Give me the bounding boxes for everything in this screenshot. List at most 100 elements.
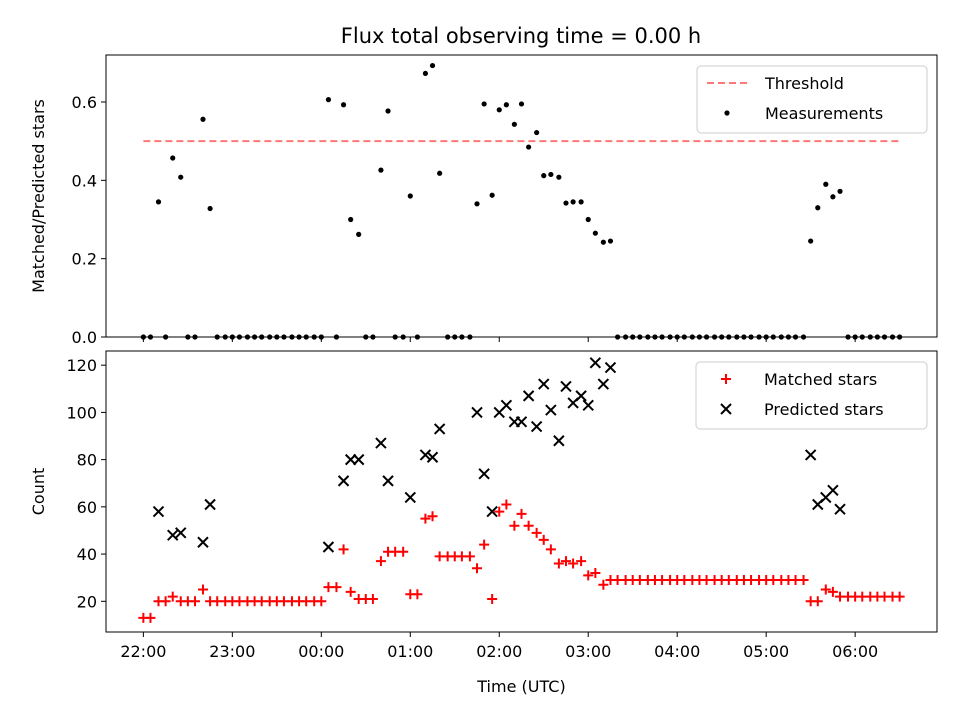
legend-measurement-swatch — [724, 110, 730, 116]
matched-stars-point — [598, 579, 609, 590]
measurement-point — [600, 239, 606, 245]
measurement-point — [356, 231, 362, 237]
matched-stars-point — [798, 575, 809, 586]
predicted-stars-point — [433, 423, 446, 435]
legend-box — [695, 361, 928, 430]
measurement-point — [526, 144, 532, 150]
matched-stars-point — [894, 591, 905, 602]
matched-stars-point — [479, 539, 490, 550]
matched-stars-point — [160, 596, 171, 607]
matched-stars-point — [576, 556, 587, 567]
matched-stars-point — [331, 582, 342, 593]
matched-stars-point — [189, 596, 200, 607]
predicted-stars-point — [419, 449, 432, 461]
matched-stars-point — [553, 558, 564, 569]
matched-stars-point — [538, 534, 549, 545]
x-tick-label: 06:00 — [832, 642, 878, 661]
y-tick-label: 100 — [66, 403, 97, 422]
y-tick-label: 20 — [77, 592, 97, 611]
predicted-stars-point — [197, 536, 209, 548]
predicted-stars-point — [500, 399, 513, 412]
measurement-point — [348, 216, 354, 223]
measurement-point — [607, 238, 614, 244]
measurement-point — [563, 200, 569, 206]
matched-stars-point — [820, 584, 831, 595]
matched-stars-point — [420, 513, 431, 524]
matched-stars-point — [560, 556, 571, 567]
measurement-point — [556, 174, 562, 180]
matched-stars-point — [145, 612, 156, 623]
x-tick-label: 03:00 — [565, 642, 611, 661]
measurement-point — [548, 171, 554, 178]
measurement-point — [207, 205, 213, 212]
y-tick-label: 80 — [77, 451, 97, 470]
legend-label: Measurements — [765, 104, 883, 123]
measurement-point — [585, 216, 591, 223]
y-tick-label: 0.6 — [72, 93, 97, 112]
predicted-stars-point — [352, 453, 365, 466]
predicted-stars-point — [478, 468, 490, 480]
measurement-point — [578, 199, 584, 205]
x-tick-label: 05:00 — [743, 642, 789, 661]
y-tick-label: 40 — [77, 545, 97, 564]
measurement-point — [474, 201, 480, 207]
matched-stars-point — [472, 563, 483, 574]
predicted-stars-point — [375, 437, 387, 449]
measurement-point — [815, 205, 821, 211]
measurement-point — [837, 188, 843, 194]
x-tick-label: 04:00 — [654, 642, 700, 661]
matched-stars-point — [375, 556, 386, 567]
predicted-stars-point — [827, 484, 839, 497]
x-tick-label: 22:00 — [120, 642, 166, 661]
predicted-stars-point — [560, 380, 572, 393]
y-tick-label: 60 — [77, 498, 97, 517]
legend-matched-swatch — [721, 374, 731, 384]
predicted-stars-point — [538, 378, 550, 390]
measurement-point — [170, 155, 176, 161]
measurement-point — [489, 192, 495, 198]
matched-stars-point — [590, 567, 601, 578]
predicted-stars-point — [834, 503, 846, 515]
matched-stars-point — [367, 593, 378, 604]
top-panel-ratio: 0.0 0.2 0.4 0.6 Matched/Predicted stars Thres… — [29, 54, 938, 347]
predicted-stars-point — [582, 399, 594, 412]
matched-stars-point — [167, 591, 178, 602]
measurement-point — [592, 230, 598, 236]
predicted-stars-point — [604, 361, 617, 374]
measurement-point — [570, 199, 576, 205]
predicted-stars-point — [152, 505, 165, 518]
x-tick-label: 23:00 — [209, 642, 255, 661]
matched-stars-point — [197, 584, 208, 595]
chart-title: Flux total observing time = 0.00 h — [341, 24, 701, 48]
measurement-point — [422, 70, 429, 77]
matched-stars-point — [516, 508, 527, 519]
y-tick-label: 120 — [66, 356, 97, 375]
legend-label: Threshold — [764, 74, 844, 93]
legend-predicted-swatch — [720, 403, 732, 415]
measurement-point — [503, 102, 509, 108]
x-tick-label: 01:00 — [387, 642, 433, 661]
x-tick-label: 02:00 — [476, 642, 522, 661]
measurement-point — [511, 121, 517, 127]
x-tick-label: 00:00 — [298, 642, 344, 661]
predicted-stars-point — [575, 390, 587, 402]
y-axis-label: Count — [29, 468, 48, 516]
predicted-stars-point — [471, 406, 483, 419]
measurement-point — [518, 101, 525, 107]
matched-stars-point — [487, 593, 498, 604]
measurement-point — [200, 116, 206, 122]
matched-stars-point — [427, 511, 438, 522]
y-tick-label: 0.2 — [72, 250, 97, 269]
plot-frame — [105, 54, 938, 338]
y-tick-label: 0.4 — [72, 171, 97, 190]
measurement-point — [534, 129, 540, 136]
predicted-stars-point — [545, 404, 557, 416]
x-axis-label: Time (UTC) — [476, 677, 565, 696]
predicted-stars-point — [167, 529, 179, 541]
matched-stars-point — [398, 546, 409, 557]
predicted-stars-point — [175, 527, 187, 539]
matched-stars-point — [464, 551, 475, 562]
predicted-stars-point — [804, 449, 817, 461]
predicted-stars-point — [597, 378, 610, 390]
measurement-point — [541, 173, 547, 179]
